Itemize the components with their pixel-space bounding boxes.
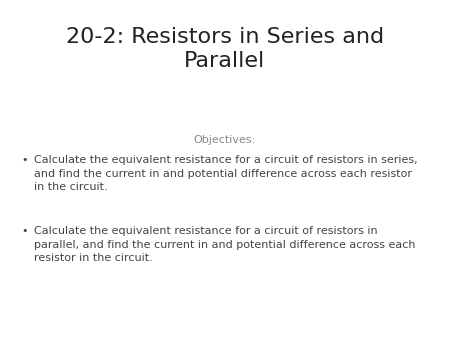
- Text: •: •: [22, 226, 28, 237]
- Text: Calculate the equivalent resistance for a circuit of resistors in
parallel, and : Calculate the equivalent resistance for …: [34, 226, 415, 263]
- Text: 20-2: Resistors in Series and
Parallel: 20-2: Resistors in Series and Parallel: [66, 27, 384, 71]
- Text: Calculate the equivalent resistance for a circuit of resistors in series,
and fi: Calculate the equivalent resistance for …: [34, 155, 418, 192]
- Text: •: •: [22, 155, 28, 166]
- Text: Objectives:: Objectives:: [194, 135, 256, 145]
